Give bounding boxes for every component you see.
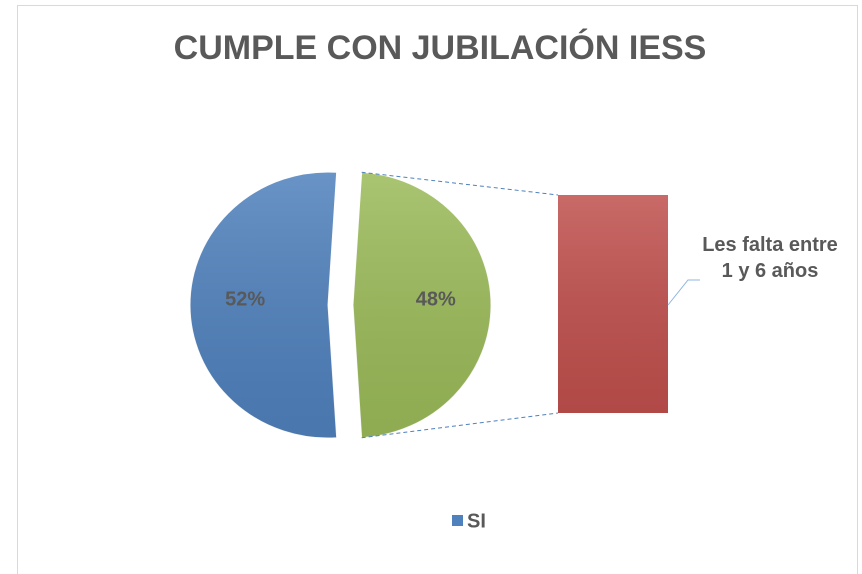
legend-swatch bbox=[452, 515, 463, 526]
connector bbox=[361, 171, 559, 196]
connector bbox=[361, 412, 559, 439]
bar-label: Les falta entre 1 y 6 años bbox=[702, 234, 838, 282]
chart-title: CUMPLE CON JUBILACIÓN IESS bbox=[174, 29, 707, 67]
data-label: 48% bbox=[416, 288, 456, 310]
data-label: 52% bbox=[225, 288, 265, 310]
chart-border bbox=[17, 5, 858, 574]
slice-shade bbox=[353, 172, 491, 438]
leader-line bbox=[667, 279, 700, 306]
slice-shade bbox=[189, 171, 337, 438]
legend-label: SI bbox=[467, 510, 486, 532]
bar-shade bbox=[558, 195, 668, 413]
